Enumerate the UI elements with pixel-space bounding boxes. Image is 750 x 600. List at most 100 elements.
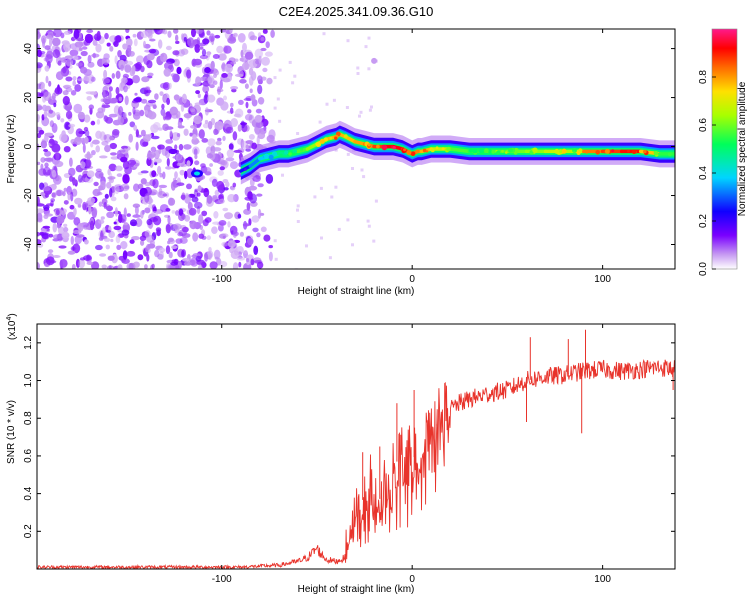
- noise-speckle: [225, 126, 234, 134]
- noise-speckle: [124, 95, 129, 106]
- noise-speckle: [56, 223, 61, 228]
- noise-speckle: [152, 104, 157, 110]
- noise-speckle: [38, 129, 45, 135]
- noise-speckle: [233, 113, 241, 118]
- noise-speckle: [147, 243, 156, 249]
- noise-speckle: [127, 44, 132, 52]
- noise-speckle: [74, 197, 83, 205]
- noise-speckle: [52, 234, 62, 240]
- noise-speckle: [257, 97, 265, 105]
- x-tick-label: 100: [594, 274, 611, 285]
- noise-speckle: [367, 67, 371, 71]
- noise-speckle: [107, 168, 111, 176]
- colorbar: 0.0 0.2 0.4 0.6 0.8 Normalized spectral ampl…: [698, 28, 748, 276]
- noise-speckle: [140, 129, 146, 137]
- noise-speckle: [59, 132, 68, 143]
- noise-speckle: [63, 200, 69, 205]
- noise-speckle: [73, 103, 83, 114]
- noise-speckle: [64, 47, 69, 53]
- noise-speckle: [134, 92, 138, 96]
- noise-speckle: [71, 264, 76, 269]
- noise-speckle: [167, 197, 174, 206]
- noise-speckle: [132, 33, 137, 38]
- noise-speckle: [364, 45, 368, 49]
- noise-speckle: [98, 201, 103, 207]
- noise-speckle: [72, 80, 76, 87]
- noise-speckle: [270, 29, 275, 38]
- noise-speckle: [139, 235, 147, 241]
- noise-speckle: [82, 143, 86, 153]
- noise-speckle: [332, 98, 336, 102]
- noise-speckle: [140, 170, 149, 174]
- snr-frame: [36, 323, 676, 570]
- noise-speckle: [153, 158, 162, 164]
- signal-hotspot: [425, 150, 429, 153]
- noise-speckle: [203, 187, 210, 198]
- noise-speckle: [157, 165, 162, 175]
- noise-speckle: [206, 235, 211, 241]
- noise-speckle: [206, 94, 216, 103]
- x-tick-label: -100: [212, 574, 232, 585]
- snr-x-label: Height of straight line (km): [298, 584, 415, 595]
- noise-speckle: [102, 90, 106, 98]
- noise-speckle: [144, 86, 151, 91]
- noise-speckle: [232, 182, 237, 188]
- noise-speckle: [83, 69, 92, 76]
- noise-speckle: [146, 53, 155, 61]
- noise-speckle: [74, 84, 82, 92]
- noise-speckle: [55, 71, 64, 81]
- noise-speckle: [158, 184, 168, 189]
- noise-speckle: [187, 202, 193, 210]
- noise-speckle: [105, 244, 111, 250]
- signal-hotspot: [272, 151, 277, 157]
- noise-speckle: [65, 76, 73, 82]
- noise-speckle: [230, 86, 239, 90]
- noise-speckle: [162, 171, 166, 180]
- noise-speckle: [201, 138, 209, 143]
- noise-speckle: [126, 213, 131, 217]
- noise-speckle: [40, 157, 46, 163]
- noise-speckle: [121, 229, 130, 236]
- noise-speckle: [148, 48, 157, 54]
- noise-speckle: [268, 251, 273, 262]
- noise-speckle: [192, 146, 200, 156]
- noise-speckle: [227, 194, 236, 203]
- noise-speckle: [183, 144, 192, 150]
- noise-speckle: [222, 135, 226, 142]
- noise-speckle: [192, 232, 199, 242]
- noise-speckle: [189, 220, 197, 230]
- noise-speckle: [223, 187, 229, 191]
- noise-speckle: [56, 190, 62, 197]
- colorbar-gradient: [712, 29, 737, 269]
- noise-speckle: [273, 76, 277, 80]
- noise-speckle: [52, 37, 61, 47]
- noise-speckle: [250, 94, 256, 102]
- noise-speckle: [163, 68, 171, 77]
- noise-speckle: [211, 226, 218, 234]
- noise-speckle: [248, 67, 254, 76]
- signal-hotspot: [319, 138, 325, 144]
- noise-speckle: [97, 107, 104, 114]
- noise-speckle: [194, 160, 200, 166]
- noise-speckle: [131, 236, 140, 241]
- noise-speckle: [209, 33, 216, 42]
- noise-speckle: [83, 255, 92, 261]
- noise-speckle: [137, 254, 144, 261]
- noise-speckle: [57, 226, 65, 235]
- noise-speckle: [216, 45, 224, 54]
- noise-speckle: [160, 82, 169, 89]
- noise-speckle: [291, 81, 295, 85]
- noise-speckle: [245, 101, 249, 109]
- noise-speckle: [230, 250, 240, 259]
- noise-speckle: [212, 221, 221, 225]
- spectrogram-frame: [36, 28, 676, 270]
- noise-speckle: [182, 258, 190, 262]
- spectrogram-y-ticks: -40 -20 0 20 40: [23, 43, 675, 252]
- noise-speckle: [179, 169, 185, 176]
- noise-speckle: [359, 110, 363, 114]
- noise-speckle: [257, 84, 263, 95]
- noise-speckle: [132, 106, 136, 115]
- noise-speckle: [37, 239, 42, 245]
- noise-speckle: [135, 218, 143, 227]
- signal-core: [343, 135, 357, 144]
